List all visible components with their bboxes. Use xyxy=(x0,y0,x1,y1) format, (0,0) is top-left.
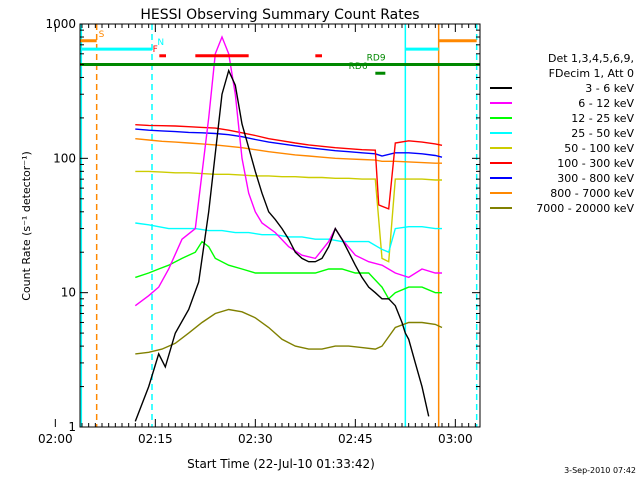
y-tick-label: 10 xyxy=(61,286,76,300)
series-line-12-25-kev-kev xyxy=(135,240,442,300)
state-label-n: N xyxy=(157,38,164,48)
legend-label: 800 - 7000 keV xyxy=(550,187,634,200)
plot-frame xyxy=(79,23,481,428)
legend-label: 6 - 12 keV xyxy=(578,97,634,110)
y-axis-label: Count Rate (s⁻¹ detector⁻¹) xyxy=(20,151,33,301)
x-tick-label: 02:00 xyxy=(38,432,73,446)
legend-label: 25 - 50 keV xyxy=(571,127,634,140)
x-tick-label: 02:30 xyxy=(238,432,273,446)
legend-label: 300 - 800 keV xyxy=(557,172,634,185)
legend-label: 50 - 100 keV xyxy=(564,142,634,155)
state-label-rd6: RD6 xyxy=(349,62,368,72)
x-tick-label: 02:15 xyxy=(138,432,173,446)
x-tick-label: 03:00 xyxy=(438,432,473,446)
series-lines xyxy=(134,35,443,422)
series-line-300-800-kev-kev xyxy=(135,128,443,158)
y-tick-label: 100 xyxy=(53,151,76,165)
legend: 3 - 6 keV 6 - 12 keV 12 - 25 keV 25 - 50 ke… xyxy=(490,82,634,215)
chart-title: HESSI Observing Summary Count Rates xyxy=(140,7,419,23)
legend-label: 3 - 6 keV xyxy=(585,82,634,95)
y-tick-label: 1000 xyxy=(45,17,76,31)
legend-label: 100 - 300 keV xyxy=(557,157,634,170)
legend-header-line-2: FDecim 1, Att 0 xyxy=(549,67,634,80)
state-label-rd9: RD9 xyxy=(367,53,386,63)
legend-header-line-1: Det 1,3,4,5,6,9, xyxy=(548,52,634,65)
series-line-25-50-kev-kev xyxy=(135,222,442,254)
legend-label: 12 - 25 keV xyxy=(571,112,634,125)
series-line-800-7000-kev-kev xyxy=(135,138,442,164)
state-label-f: F xyxy=(153,45,158,55)
series-line-100-300-kev-kev xyxy=(135,124,443,210)
y-tick-label: 1 xyxy=(68,420,76,434)
timestamp: 3-Sep-2010 07:42 xyxy=(564,466,636,475)
state-label-s: S xyxy=(99,30,105,40)
series-line-6-12-kev-kev xyxy=(134,35,442,307)
x-axis-label: Start Time (22-Jul-10 01:33:42) xyxy=(187,457,375,471)
x-tick-label: 02:45 xyxy=(338,432,373,446)
series-line-50-100-kev-kev xyxy=(135,170,442,263)
series-line-7000-20000-kev-kev xyxy=(135,308,443,355)
series-line-3-6-kev-kev xyxy=(134,68,430,422)
legend-label: 7000 - 20000 keV xyxy=(536,202,634,215)
